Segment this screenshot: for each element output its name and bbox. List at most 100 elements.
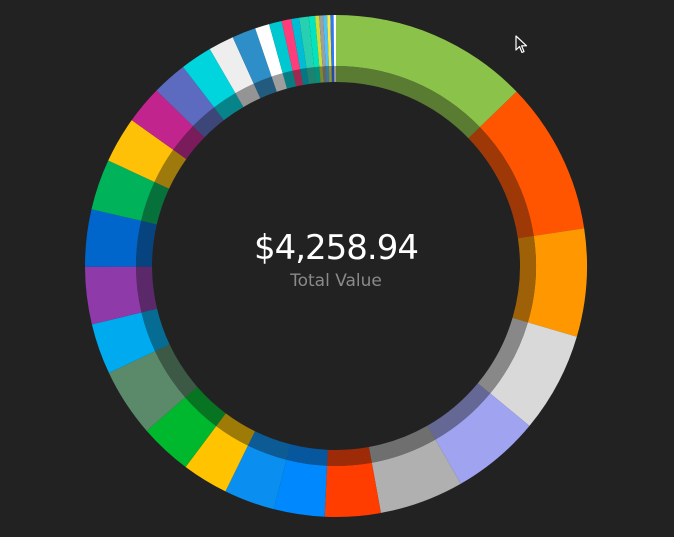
donut-slice-33[interactable]: [330, 15, 335, 67]
donut-slice-27[interactable]: [299, 16, 315, 69]
donut-slice-26[interactable]: [291, 17, 307, 70]
donut-slice-shade-22: [253, 76, 277, 99]
donut-slice-9[interactable]: [225, 445, 287, 510]
donut-slice-inner-31: [325, 66, 330, 83]
donut-slice-shade-17: [154, 149, 187, 189]
donut-slice-shade-8: [286, 444, 328, 466]
donut-slice-shade-10: [216, 413, 255, 446]
donut-slice-inner-11: [185, 386, 226, 427]
donut-slice-inner-7: [327, 447, 372, 466]
donut-slice-21[interactable]: [209, 37, 254, 94]
donut-slice-shade-9: [247, 431, 291, 460]
donut-slice-24[interactable]: [269, 20, 293, 74]
donut-slice-20[interactable]: [183, 49, 236, 108]
donut-slice-31[interactable]: [323, 15, 329, 67]
donut-slice-inner-27: [306, 67, 316, 85]
donut-slice-shade-19: [192, 107, 224, 138]
donut-slice-inner-32: [328, 66, 332, 83]
donut-slice-16[interactable]: [91, 160, 155, 221]
donut-slice-12[interactable]: [108, 351, 186, 431]
donut-slice-5[interactable]: [435, 393, 530, 484]
donut-slice-shade-25: [292, 69, 304, 87]
donut-slice-29[interactable]: [315, 15, 323, 67]
donut-slice-inner-1: [336, 66, 480, 139]
donut-slice-shade-3: [512, 235, 536, 323]
donut-slice-inner-34: [334, 66, 336, 83]
donut-slice-shade-24: [282, 70, 297, 89]
donut-slice-shade-6: [368, 425, 436, 463]
donut-slice-shade-15: [136, 220, 157, 267]
donut-slice-shade-33: [331, 66, 335, 83]
donut-slice-inner-24: [282, 70, 297, 89]
donut-slice-14[interactable]: [85, 266, 142, 325]
donut-slice-inner-8: [286, 444, 328, 466]
donut-slice-shade-20: [214, 93, 244, 121]
donut-slice-23[interactable]: [255, 24, 283, 77]
donut-slice-inner-15: [136, 220, 157, 267]
donut-slice-shade-1: [336, 66, 480, 139]
donut-slice-inner-3: [512, 235, 536, 323]
donut-slice-inner-21: [235, 83, 261, 107]
donut-slice-shade-30: [322, 66, 327, 83]
segments-outer: [85, 15, 587, 517]
donut-slice-inner-18: [173, 126, 205, 160]
donut-slice-shade-31: [325, 66, 330, 83]
donut-slice-inner-6: [368, 425, 436, 463]
donut-slice-10[interactable]: [185, 426, 248, 492]
donut-slice-1[interactable]: [336, 15, 517, 128]
donut-slice-shade-16: [141, 181, 170, 225]
donut-slice-inner-4: [477, 317, 528, 394]
donut-slice-inner-10: [216, 413, 255, 446]
donut-slice-11[interactable]: [146, 397, 217, 467]
donut-slice-inner-30: [322, 66, 327, 83]
donut-slice-inner-22: [253, 76, 277, 99]
donut-slice-shade-5: [427, 383, 491, 440]
donut-slice-15[interactable]: [85, 209, 142, 267]
donut-slice-shade-18: [173, 126, 205, 160]
donut-slice-4[interactable]: [490, 322, 577, 426]
donut-slice-17[interactable]: [108, 120, 174, 182]
donut-slice-inner-29: [319, 66, 324, 83]
donut-slice-shade-13: [141, 308, 170, 352]
donut-slice-shade-34: [334, 66, 336, 83]
donut-slice-13[interactable]: [91, 312, 156, 373]
donut-slice-inner-33: [331, 66, 335, 83]
donut-slice-19[interactable]: [156, 66, 215, 127]
donut-slice-inner-16: [141, 181, 170, 225]
donut-slice-shade-23: [271, 73, 287, 92]
donut-slice-shade-12: [155, 344, 198, 398]
donut-slice-shade-28: [314, 66, 321, 84]
donut-slice-shade-14: [136, 266, 158, 313]
donut-slice-inner-17: [154, 149, 187, 189]
donut-slice-inner-19: [192, 107, 224, 138]
donut-slice-2[interactable]: [479, 91, 585, 236]
donut-slice-22[interactable]: [232, 28, 272, 84]
mouse-cursor-icon: [515, 35, 528, 54]
donut-slice-30[interactable]: [319, 15, 326, 67]
donut-slice-6[interactable]: [371, 439, 461, 513]
donut-slice-shade-32: [328, 66, 332, 83]
donut-slice-inner-2: [468, 127, 534, 239]
donut-slice-inner-25: [292, 69, 304, 87]
donut-slice-7[interactable]: [324, 462, 381, 517]
donut-slice-inner-14: [136, 266, 158, 313]
donut-slice-28[interactable]: [308, 15, 320, 68]
donut-slice-18[interactable]: [131, 90, 193, 150]
donut-slice-3[interactable]: [527, 228, 587, 337]
donut-slice-shade-21: [235, 83, 261, 107]
donut-slice-inner-5: [427, 383, 491, 440]
donut-slice-shade-26: [300, 68, 309, 85]
donut-slice-shade-2: [468, 127, 534, 239]
donut-slice-shade-4: [477, 317, 528, 394]
donut-slice-shade-7: [327, 447, 372, 466]
donut-slice-8[interactable]: [273, 459, 328, 517]
donut-slice-25[interactable]: [281, 19, 301, 71]
donut-slice-32[interactable]: [327, 15, 332, 67]
donut-slice-inner-20: [214, 93, 244, 121]
donut-slice-inner-9: [247, 431, 291, 460]
donut-slice-inner-26: [300, 68, 309, 85]
donut-slice-shade-11: [185, 386, 226, 427]
donut-slice-34[interactable]: [333, 15, 336, 67]
segments-inner: [136, 66, 536, 466]
